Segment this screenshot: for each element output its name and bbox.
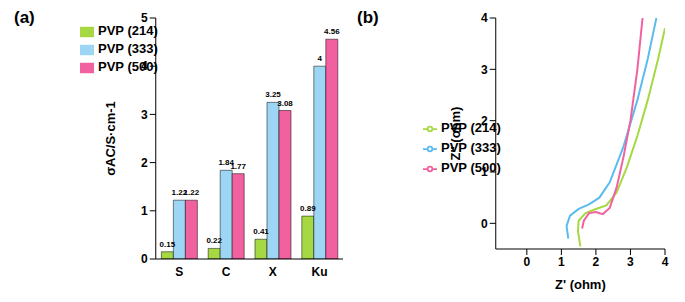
- svg-text:1: 1: [141, 204, 148, 218]
- svg-text:0.89: 0.89: [300, 204, 316, 213]
- svg-text:Ku: Ku: [312, 265, 328, 279]
- svg-text:Z'' (ohm): Z'' (ohm): [448, 107, 463, 161]
- svg-text:3: 3: [481, 63, 488, 77]
- svg-text:0.41: 0.41: [253, 227, 269, 236]
- svg-text:0.15: 0.15: [160, 240, 176, 249]
- svg-text:3.08: 3.08: [277, 99, 293, 108]
- svg-text:4: 4: [141, 59, 148, 73]
- svg-text:Z' (ohm): Z' (ohm): [555, 277, 606, 292]
- svg-text:1.77: 1.77: [230, 162, 246, 171]
- svg-text:1.22: 1.22: [184, 188, 200, 197]
- svg-text:1: 1: [558, 255, 565, 269]
- svg-text:2: 2: [141, 156, 148, 170]
- svg-text:2: 2: [481, 114, 488, 128]
- svg-text:2: 2: [593, 255, 600, 269]
- svg-text:X: X: [269, 265, 277, 279]
- svg-text:0.22: 0.22: [206, 236, 222, 245]
- svg-text:5: 5: [141, 11, 148, 25]
- svg-text:S: S: [175, 265, 183, 279]
- svg-text:0: 0: [141, 252, 148, 266]
- svg-text:3: 3: [627, 255, 634, 269]
- svg-text:4: 4: [318, 54, 323, 63]
- svg-text:σAC/S·cm-1: σAC/S·cm-1: [103, 101, 118, 176]
- svg-text:4.56: 4.56: [324, 27, 340, 36]
- svg-text:C: C: [222, 265, 231, 279]
- svg-text:1: 1: [481, 165, 488, 179]
- svg-text:0: 0: [481, 217, 488, 231]
- svg-text:4: 4: [662, 255, 669, 269]
- svg-text:0: 0: [523, 255, 530, 269]
- svg-text:3: 3: [141, 108, 148, 122]
- svg-text:4: 4: [481, 11, 488, 25]
